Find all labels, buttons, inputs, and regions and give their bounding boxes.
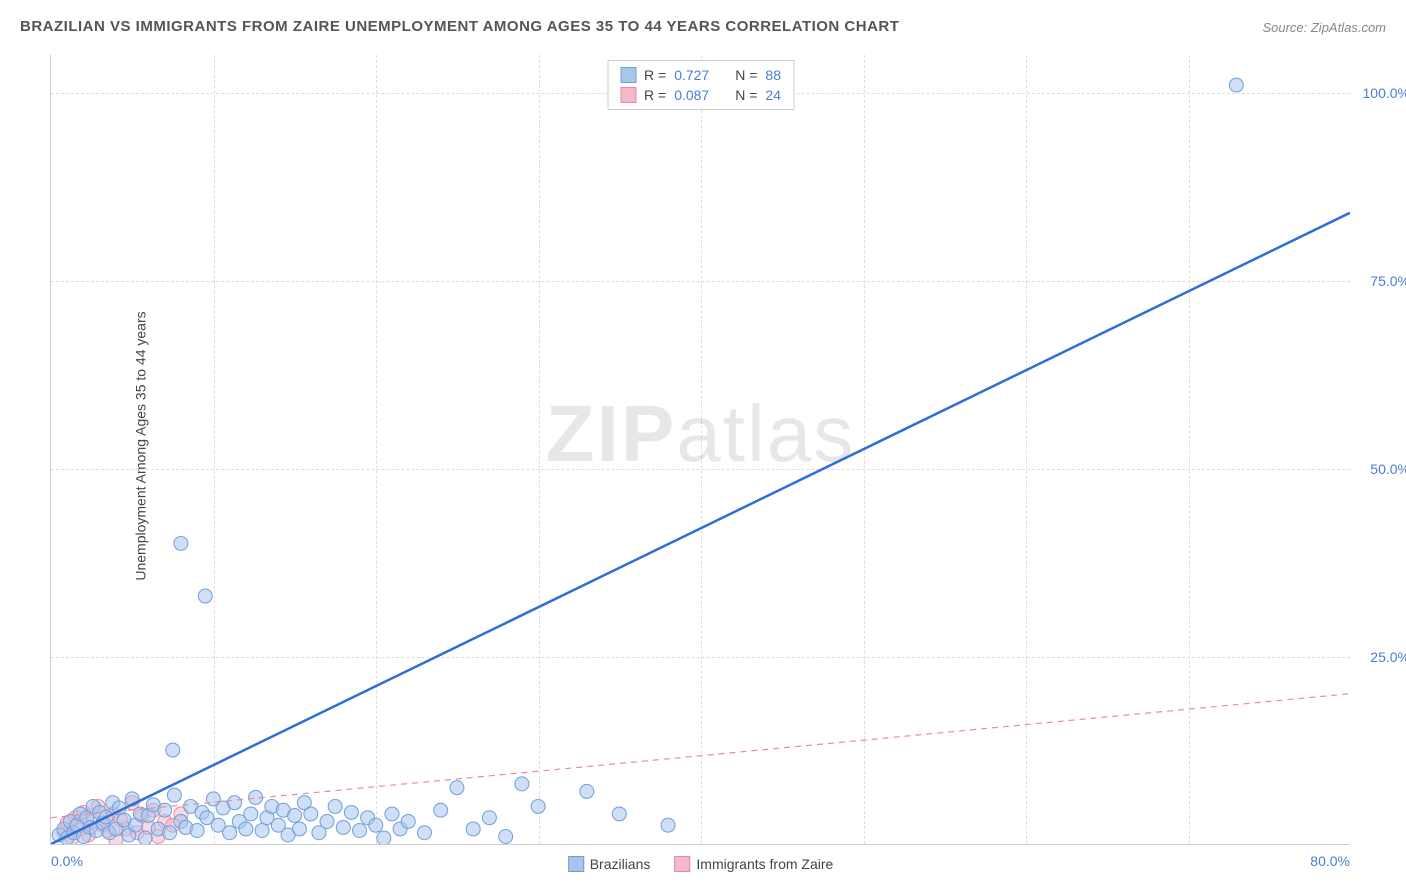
data-point (190, 823, 204, 837)
data-point (304, 807, 318, 821)
data-point (466, 822, 480, 836)
swatch-brazilians-icon (568, 856, 584, 872)
xtick-min: 0.0% (51, 853, 83, 869)
data-point (385, 807, 399, 821)
data-point (166, 743, 180, 757)
data-point (163, 826, 177, 840)
data-point (434, 803, 448, 817)
data-point (450, 781, 464, 795)
data-point (661, 818, 675, 832)
legend-row-a: R = 0.727 N = 88 (616, 65, 785, 85)
data-point (288, 808, 302, 822)
data-point (292, 822, 306, 836)
data-point (158, 803, 172, 817)
data-point (401, 814, 415, 828)
data-point (223, 826, 237, 840)
swatch-zaire-icon (674, 856, 690, 872)
data-point (1229, 78, 1243, 92)
data-point (255, 823, 269, 837)
data-point (344, 805, 358, 819)
data-point (320, 814, 334, 828)
n-value-a: 88 (765, 67, 781, 83)
ytick-label: 75.0% (1355, 273, 1406, 289)
legend-item-zaire: Immigrants from Zaire (674, 856, 833, 872)
r-value-b: 0.087 (674, 87, 709, 103)
swatch-zaire-icon (620, 87, 636, 103)
data-point (174, 536, 188, 550)
trend-line-zaire (51, 694, 1350, 818)
data-point (369, 818, 383, 832)
data-point (612, 807, 626, 821)
data-point (353, 823, 367, 837)
data-point (239, 822, 253, 836)
data-point (244, 807, 258, 821)
data-point (417, 826, 431, 840)
source-label: Source: ZipAtlas.com (1262, 20, 1386, 35)
data-point (482, 811, 496, 825)
ytick-label: 25.0% (1355, 649, 1406, 665)
data-point (515, 777, 529, 791)
n-value-b: 24 (765, 87, 781, 103)
xtick-max: 80.0% (1310, 853, 1350, 869)
trend-line-brazilians (51, 213, 1350, 844)
legend-item-brazilians: Brazilians (568, 856, 651, 872)
data-point (328, 799, 342, 813)
data-point (580, 784, 594, 798)
legend-row-b: R = 0.087 N = 24 (616, 85, 785, 105)
data-point (198, 589, 212, 603)
data-point (227, 796, 241, 810)
data-point (336, 820, 350, 834)
data-point (531, 799, 545, 813)
ytick-label: 50.0% (1355, 461, 1406, 477)
chart-title: BRAZILIAN VS IMMIGRANTS FROM ZAIRE UNEMP… (20, 18, 899, 35)
plot-svg (51, 55, 1350, 844)
swatch-brazilians-icon (620, 67, 636, 83)
data-point (377, 831, 391, 844)
data-point (499, 829, 513, 843)
plot-area: ZIPatlas 25.0%50.0%75.0%100.0% R = 0.727… (50, 55, 1350, 845)
r-value-a: 0.727 (674, 67, 709, 83)
ytick-label: 100.0% (1355, 85, 1406, 101)
chart-container: BRAZILIAN VS IMMIGRANTS FROM ZAIRE UNEMP… (0, 0, 1406, 892)
data-point (138, 831, 152, 844)
legend-series: Brazilians Immigrants from Zaire (568, 856, 834, 872)
data-point (167, 788, 181, 802)
legend-correlation: R = 0.727 N = 88 R = 0.087 N = 24 (607, 60, 794, 110)
